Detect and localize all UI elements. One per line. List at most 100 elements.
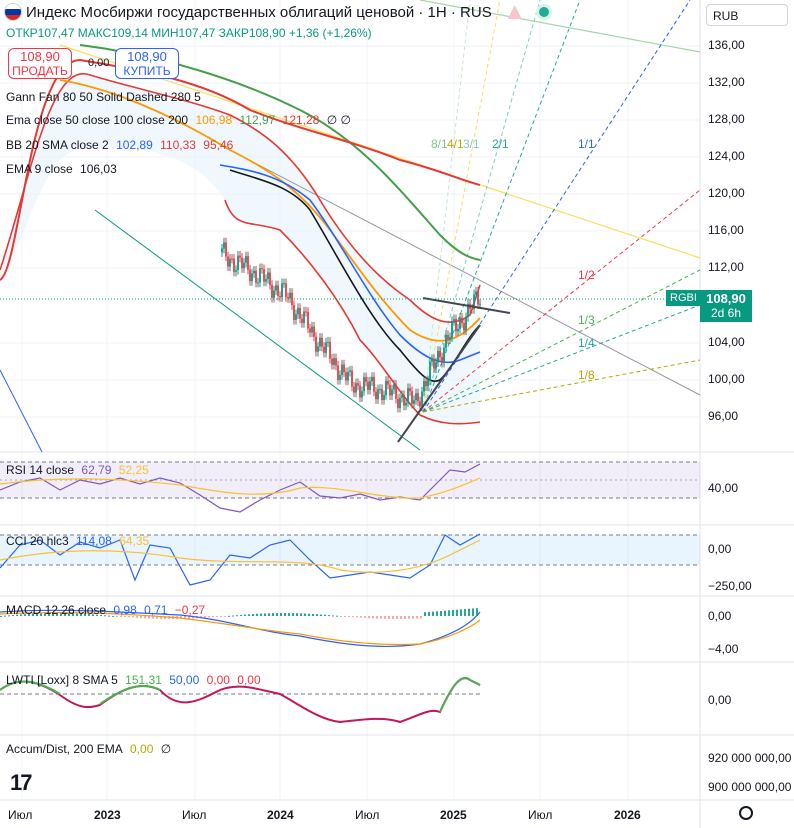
candle-body <box>365 377 367 382</box>
macd-hist-bar <box>324 614 326 616</box>
ema-200-value: 121,28 <box>282 113 320 127</box>
candle-body <box>235 270 237 272</box>
candle-body <box>347 371 349 381</box>
macd-hist-bar <box>8 615 10 617</box>
candle-body <box>473 294 475 310</box>
macd-hist-bar <box>352 616 354 618</box>
candle-body <box>275 285 277 291</box>
macd-hist-bar <box>24 614 26 616</box>
market-status-icon[interactable] <box>535 4 552 20</box>
macd-hist-bar <box>456 609 458 616</box>
candle-body <box>295 314 297 320</box>
macd-hist-bar <box>100 614 102 616</box>
candle-body <box>255 270 257 283</box>
x-axis-tick: Июл <box>182 808 207 822</box>
settings-gear-icon[interactable] <box>739 806 753 820</box>
candle-body <box>475 291 477 295</box>
cci-legend[interactable]: CCI 20 hlc3 114,08 64,35 <box>6 534 153 548</box>
macd-hist-bar <box>12 615 14 617</box>
rsi-legend[interactable]: RSI 14 close 62,79 52,25 <box>6 463 153 477</box>
sell-button[interactable]: 108,90 ПРОДАТЬ <box>8 48 72 79</box>
macd-hist-bar <box>68 613 70 616</box>
candle-body <box>225 242 227 257</box>
candle-body <box>415 393 417 401</box>
macd-hist-bar <box>112 615 114 617</box>
buy-price: 108,90 <box>127 49 167 64</box>
macd-hist-bar <box>384 616 386 619</box>
fan-label: 2/1 <box>492 137 509 151</box>
candle-body <box>405 402 407 406</box>
lwti-legend[interactable]: LWTI [Loxx] 8 SMA 5 151,31 50,00 0,00 0,… <box>6 673 265 687</box>
candle-body <box>441 357 443 363</box>
macd-hist-bar <box>428 611 430 616</box>
candle-body <box>293 305 295 320</box>
candle-body <box>435 362 437 369</box>
candle-body <box>479 303 481 305</box>
long-resistance-line <box>229 149 701 396</box>
currency-selector[interactable]: RUB <box>706 4 788 26</box>
cci-axis-tick: 0,00 <box>708 542 732 556</box>
gann-fan-legend[interactable]: Gann Fan 80 50 Solid Dashed 280 5 <box>6 90 201 104</box>
lwti-line <box>0 677 481 724</box>
macd-hist-bar <box>232 615 234 617</box>
candle-body <box>227 256 229 267</box>
macd-hist-bar <box>128 616 130 618</box>
blue-trend-line <box>0 369 43 453</box>
lwti-a-value: 0,00 <box>206 673 230 687</box>
macd-hist-bar <box>444 610 446 616</box>
candle-body <box>477 291 479 305</box>
candle-body <box>387 380 389 385</box>
x-axis-tick: 2024 <box>267 808 294 822</box>
candle-body <box>263 269 265 282</box>
candle-body <box>423 381 425 392</box>
macd-hist-bar <box>348 616 350 617</box>
price-axis-tick: 104,00 <box>708 335 745 349</box>
rsi-line <box>0 463 481 513</box>
candle-body <box>445 334 447 348</box>
ema-legend[interactable]: Ema close 50 close 100 close 200 106,98 … <box>6 113 355 127</box>
candle-body <box>315 336 317 352</box>
candle-body <box>341 364 343 376</box>
candle-body <box>337 365 339 381</box>
buy-button[interactable]: 108,90 КУПИТЬ <box>115 48 179 79</box>
ema9-legend[interactable]: EMA 9 close 106,03 <box>6 162 121 176</box>
accum-legend[interactable]: Accum/Dist, 200 EMA 0,00 ∅ <box>6 742 175 756</box>
price-axis-tick: 128,00 <box>708 112 745 126</box>
macd-hist-bar <box>124 616 126 617</box>
candle-body <box>431 359 433 362</box>
candle-body <box>467 303 469 318</box>
candle-body <box>409 388 411 392</box>
top-green-line <box>419 0 701 53</box>
macd-legend[interactable]: MACD 12 26 close 0,98 0,71 −0,27 <box>6 603 209 617</box>
last-price-tag: 108,90 2d 6h <box>700 290 752 322</box>
accum-value: 0,00 <box>130 742 154 756</box>
lwti-legend-name: LWTI [Loxx] 8 SMA 5 <box>6 673 118 687</box>
accum-empty-value: ∅ <box>160 742 172 756</box>
macd-hist-bar <box>476 608 478 616</box>
price-axis-tick: 116,00 <box>708 223 744 237</box>
candle-body <box>231 258 233 260</box>
macd-hist-bar <box>380 616 382 619</box>
macd-hist-bar <box>132 616 134 618</box>
macd-hist-bar <box>236 615 238 617</box>
candle-body <box>303 311 305 324</box>
macd-hist-bar <box>424 612 426 616</box>
macd-hist-bar <box>184 616 186 619</box>
candle-body <box>335 358 337 366</box>
bb-legend[interactable]: BB 20 SMA close 2 102,89 110,33 95,46 <box>6 138 237 152</box>
alert-icon[interactable] <box>507 5 522 19</box>
macd-hist-bar <box>300 613 302 616</box>
macd-hist-bar <box>312 613 314 616</box>
candle-body <box>399 397 401 408</box>
candle-body <box>273 290 275 298</box>
lwti-value: 151,31 <box>125 673 162 687</box>
macd-hist-bar <box>328 615 330 617</box>
macd-hist-bar <box>264 613 266 616</box>
macd-hist-bar <box>396 616 398 619</box>
macd-hist-bar <box>144 616 146 619</box>
macd-hist-bar <box>368 616 370 619</box>
macd-hist-bar <box>472 608 474 616</box>
macd-signal-value: 0,71 <box>144 603 168 617</box>
tradingview-logo[interactable]: 17 <box>10 770 33 795</box>
